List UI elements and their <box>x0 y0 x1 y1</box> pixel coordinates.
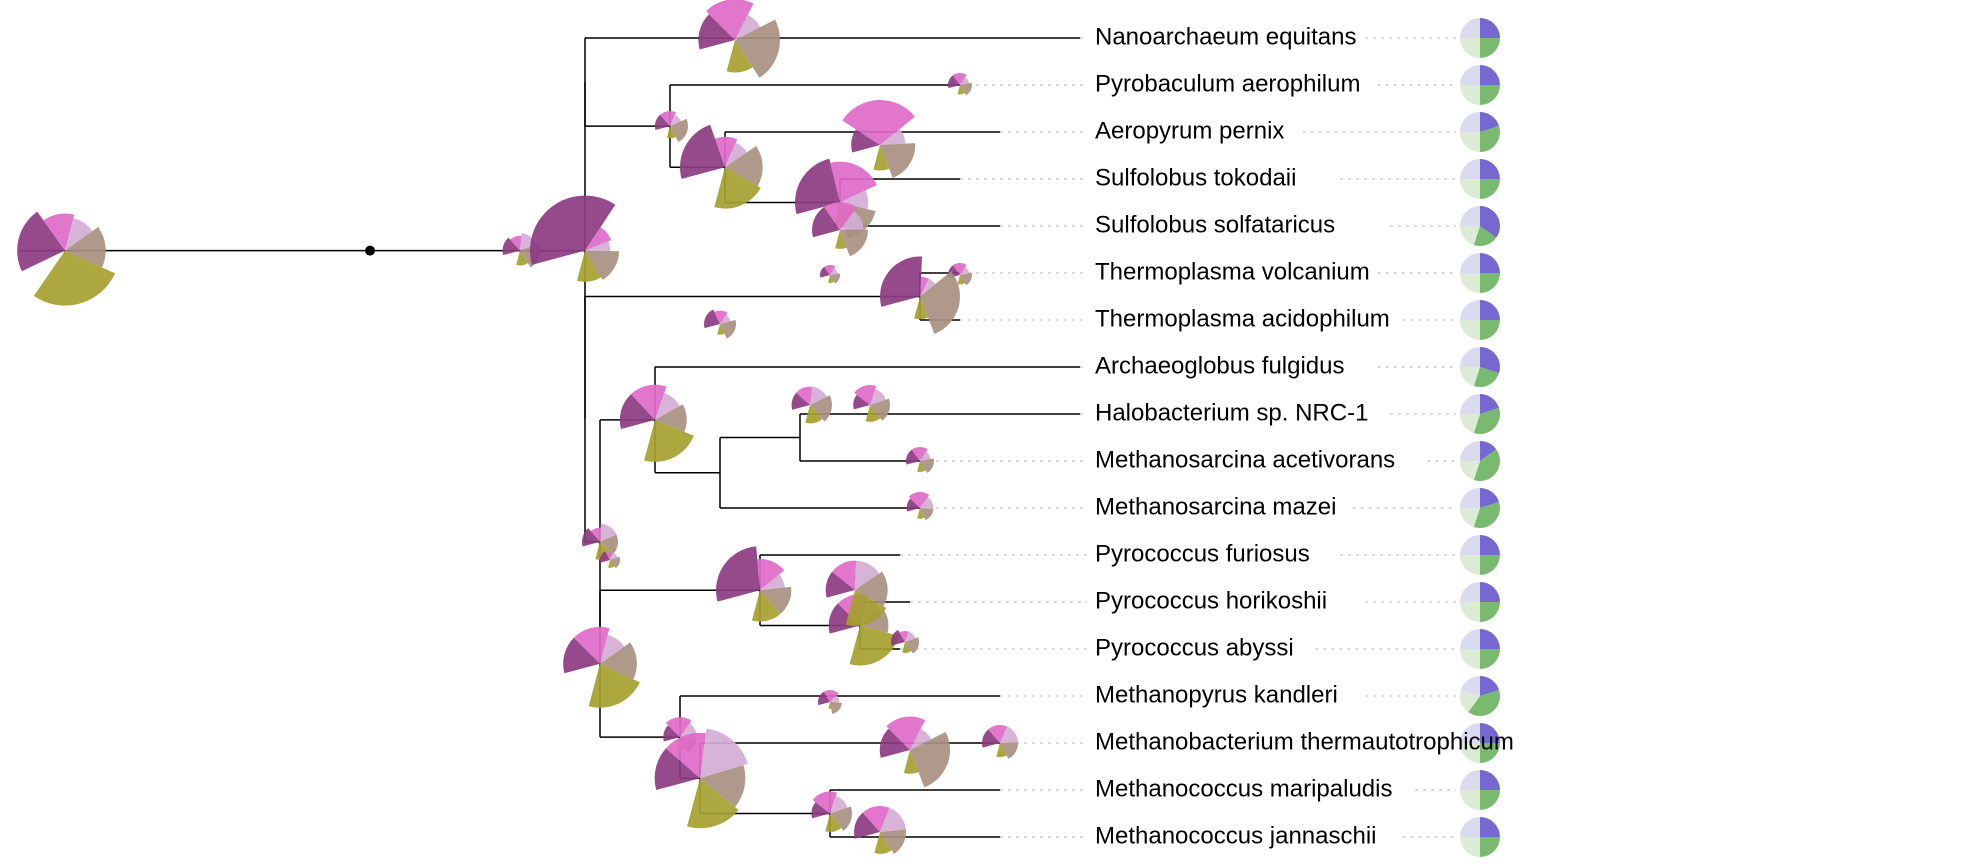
tip-pie <box>1460 65 1500 105</box>
leaf-label: Methanosarcina mazei <box>1095 493 1336 520</box>
leaf-label: Methanococcus maripaludis <box>1095 775 1392 802</box>
node-pie <box>563 627 640 708</box>
leaf-label: Thermoplasma acidophilum <box>1095 305 1390 332</box>
leaf-label: Sulfolobus tokodaii <box>1095 164 1296 191</box>
leaf-label: Nanoarchaeum equitans <box>1095 23 1357 50</box>
tip-pie <box>1460 535 1500 575</box>
node-pie <box>853 385 890 422</box>
tip-pie <box>1460 582 1500 622</box>
node-pie <box>948 73 972 95</box>
node-pie <box>891 630 919 654</box>
node-pie <box>792 387 832 424</box>
tip-pie <box>1460 159 1500 199</box>
tip-pie <box>1460 253 1500 293</box>
tip-pie <box>1460 488 1500 528</box>
leaf-label: Methanococcus jannaschii <box>1095 822 1377 849</box>
leaf-label: Methanopyrus kandleri <box>1095 681 1338 708</box>
node-pie <box>880 257 960 334</box>
tip-pie <box>1460 206 1500 246</box>
node-pie <box>854 806 906 854</box>
tip-pie <box>1460 629 1500 669</box>
leaf-label: Pyrococcus furiosus <box>1095 540 1310 567</box>
leaf-label: Aeropyrum pernix <box>1095 117 1284 144</box>
node-pie <box>716 546 791 621</box>
tip-pie <box>1460 770 1500 810</box>
node-pie <box>982 725 1018 759</box>
phylo-diagram: Nanoarchaeum equitans Pyrobaculum aerophi… <box>0 0 1978 864</box>
branches <box>20 38 1080 837</box>
leaf-label: Sulfolobus solfataricus <box>1095 211 1335 238</box>
tip-pie <box>1460 676 1500 716</box>
tip-pie <box>1460 300 1500 340</box>
tip-pie <box>1460 18 1500 58</box>
node-pie <box>620 385 694 462</box>
tip-pie <box>1460 347 1500 387</box>
leaf-label: Archaeoglobus fulgidus <box>1095 352 1345 379</box>
node-pie <box>818 690 842 714</box>
tip-pie <box>1460 441 1500 481</box>
leaf-label: Thermoplasma volcanium <box>1095 258 1370 285</box>
node-pie <box>600 551 620 568</box>
leaf-label: Halobacterium sp. NRC-1 <box>1095 399 1368 426</box>
tip-pie <box>1460 817 1500 857</box>
node-pie <box>530 196 619 282</box>
node-pie <box>698 0 780 78</box>
node-pie <box>655 729 748 829</box>
leaf-label: Methanosarcina acetivorans <box>1095 446 1395 473</box>
node-pie <box>680 125 763 209</box>
node-pie <box>880 717 950 788</box>
node-pie <box>820 265 840 284</box>
node-pie <box>655 111 688 142</box>
leaf-label: Methanobacterium thermautotrophicum <box>1095 728 1514 755</box>
leaf-label: Pyrococcus horikoshii <box>1095 587 1327 614</box>
leaf-label: Pyrobaculum aerophilum <box>1095 70 1360 97</box>
leaders <box>900 38 1456 837</box>
tip-pie <box>1460 112 1500 152</box>
node-pie <box>17 212 115 306</box>
labels: Nanoarchaeum equitans Pyrobaculum aerophi… <box>1095 23 1514 849</box>
node-pie <box>704 309 736 338</box>
leaf-label: Pyrococcus abyssi <box>1095 634 1294 661</box>
root-marker <box>365 246 375 256</box>
tip-pie <box>1460 394 1500 434</box>
node-pie <box>907 492 934 520</box>
node-pies <box>17 0 1018 854</box>
node-pie <box>812 792 852 832</box>
node-pie <box>906 447 934 473</box>
